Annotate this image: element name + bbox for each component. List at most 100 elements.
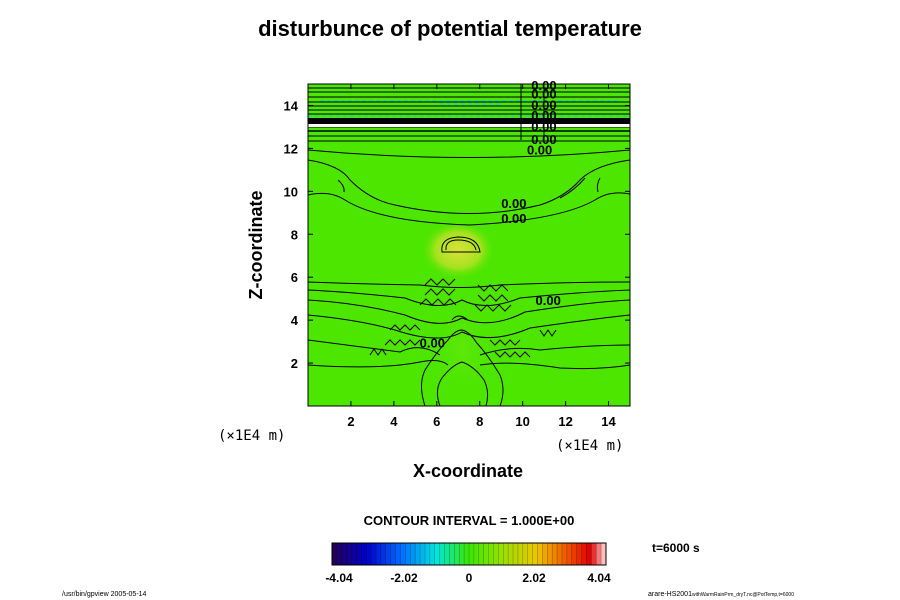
colorbar-cell xyxy=(591,543,597,565)
warm-anomaly xyxy=(420,220,496,280)
colorbar-cell xyxy=(498,543,504,565)
colorbar-cell xyxy=(371,543,377,565)
chart-title: disturbunce of potential temperature xyxy=(258,16,642,41)
colorbar-cell xyxy=(454,543,460,565)
contour-label: 0.00 xyxy=(531,119,556,134)
footer-left: /usr/bin/gpview 2005-05-14 xyxy=(62,591,147,598)
x-tick-label: 12 xyxy=(558,414,572,429)
contour-label: 0.00 xyxy=(501,211,526,226)
colorbar-cell xyxy=(601,543,607,565)
colorbar-tick-label: 4.04 xyxy=(587,571,611,585)
colorbar-cell xyxy=(459,543,465,565)
colorbar-cell xyxy=(356,543,362,565)
colorbar-cell xyxy=(351,543,357,565)
colorbar-cell xyxy=(552,543,558,565)
upper-white-band xyxy=(308,124,630,127)
colorbar-ticks: -4.04 -2.02 0 2.02 4.04 xyxy=(325,571,611,585)
top-column-contours xyxy=(520,84,545,140)
x-tick-label: 14 xyxy=(601,414,616,429)
colorbar-cell xyxy=(517,543,524,565)
y-tick-label: 2 xyxy=(291,356,298,371)
mid-contours xyxy=(308,281,630,370)
y-tick-label: 14 xyxy=(284,98,299,113)
negative-contours xyxy=(308,100,630,117)
colorbar-frame xyxy=(331,542,607,566)
upper-contour-band xyxy=(308,87,630,142)
colorbar-cell xyxy=(400,543,406,565)
colorbar-tick-label: -2.02 xyxy=(390,571,418,585)
colorbar-cell xyxy=(380,543,387,565)
y-tick-label: 10 xyxy=(284,184,298,199)
x-tick-label: 4 xyxy=(390,414,398,429)
footer-right-main: arare-HS2001 xyxy=(648,591,692,598)
contour-label: 0.00 xyxy=(531,108,556,123)
contour-interval-label: CONTOUR INTERVAL = 1.000E+00 xyxy=(364,513,575,528)
y-tick-label: 8 xyxy=(291,227,298,242)
colorbar-cell xyxy=(581,543,587,565)
colorbar-cell xyxy=(542,543,548,565)
colorbar-cell xyxy=(483,543,490,565)
colorbar-cell xyxy=(346,543,353,565)
colorbar xyxy=(331,543,607,565)
colorbar-cell xyxy=(444,543,450,565)
contour-label: 0.00 xyxy=(531,97,556,112)
contour-labels: 0.000.000.000.000.000.000.000.000.000.00… xyxy=(420,78,561,351)
colorbar-cell xyxy=(336,543,343,565)
colorbar-cell xyxy=(429,543,436,565)
colorbar-cell xyxy=(424,543,431,565)
y-tick-label: 4 xyxy=(291,313,299,328)
colorbar-cell xyxy=(434,543,441,565)
colorbar-cell xyxy=(439,543,446,565)
colorbar-cell xyxy=(385,543,392,565)
wave-packet-contours xyxy=(369,278,557,358)
y-axis-title: Z-coordinate xyxy=(246,190,266,299)
contour-label: 0.00 xyxy=(501,196,526,211)
colorbar-cell xyxy=(576,543,583,565)
colorbar-cell xyxy=(469,543,475,565)
colorbar-cell xyxy=(341,543,348,565)
contour-label: 0.00 xyxy=(531,87,556,102)
colorbar-cell xyxy=(566,543,573,565)
colorbar-cell xyxy=(493,543,499,565)
colorbar-cell xyxy=(332,543,338,565)
colorbar-cell xyxy=(503,543,509,565)
contour-label: 0.00 xyxy=(527,143,552,158)
x-tick-label: 2 xyxy=(347,414,354,429)
colorbar-cell xyxy=(508,543,514,565)
time-label: t=6000 s xyxy=(652,541,700,555)
contour-label: 0.00 xyxy=(531,78,556,93)
colorbar-cell xyxy=(366,543,372,565)
contour-label: 0.00 xyxy=(531,132,556,147)
colorbar-cell xyxy=(596,543,602,565)
x-tick-label: 6 xyxy=(433,414,440,429)
colorbar-cell xyxy=(376,543,382,565)
y-tick-label: 6 xyxy=(291,270,298,285)
warm-bubble-inner-contour xyxy=(445,239,477,251)
colorbar-tick-label: 0 xyxy=(466,571,473,585)
colorbar-cell xyxy=(527,543,534,565)
colorbar-cell xyxy=(478,543,485,565)
warm-bubble-contour xyxy=(441,236,481,253)
colorbar-cell xyxy=(557,543,563,565)
x-axis-ticks: 2 4 6 8 10 12 14 xyxy=(347,84,617,429)
heatmap-field xyxy=(308,84,630,406)
footer-right: arare-HS2001withWarmRainPrm_dryT.nc@PotT… xyxy=(648,591,794,598)
x-tick-label: 8 xyxy=(476,414,483,429)
colorbar-tick-label: 2.02 xyxy=(522,571,546,585)
colorbar-cell xyxy=(547,543,553,565)
y-axis-unit: (×1E4 m) xyxy=(218,428,285,444)
colorbar-cell xyxy=(532,543,538,565)
x-axis-unit: (×1E4 m) xyxy=(556,438,623,454)
plot-frame xyxy=(307,83,631,407)
colorbar-cell xyxy=(410,543,416,565)
footer-right-sub: withWarmRainPrm_dryT.nc@PotTemp,t=6000 xyxy=(692,592,794,598)
contour-label: 0.00 xyxy=(536,293,561,308)
colorbar-cell xyxy=(464,543,470,565)
contour-label: 0.00 xyxy=(420,336,445,351)
colorbar-cell xyxy=(522,543,529,565)
colorbar-cell xyxy=(361,543,367,565)
x-axis-title: X-coordinate xyxy=(413,461,523,481)
colorbar-tick-label: -4.04 xyxy=(325,571,353,585)
plume-contours xyxy=(421,315,504,406)
